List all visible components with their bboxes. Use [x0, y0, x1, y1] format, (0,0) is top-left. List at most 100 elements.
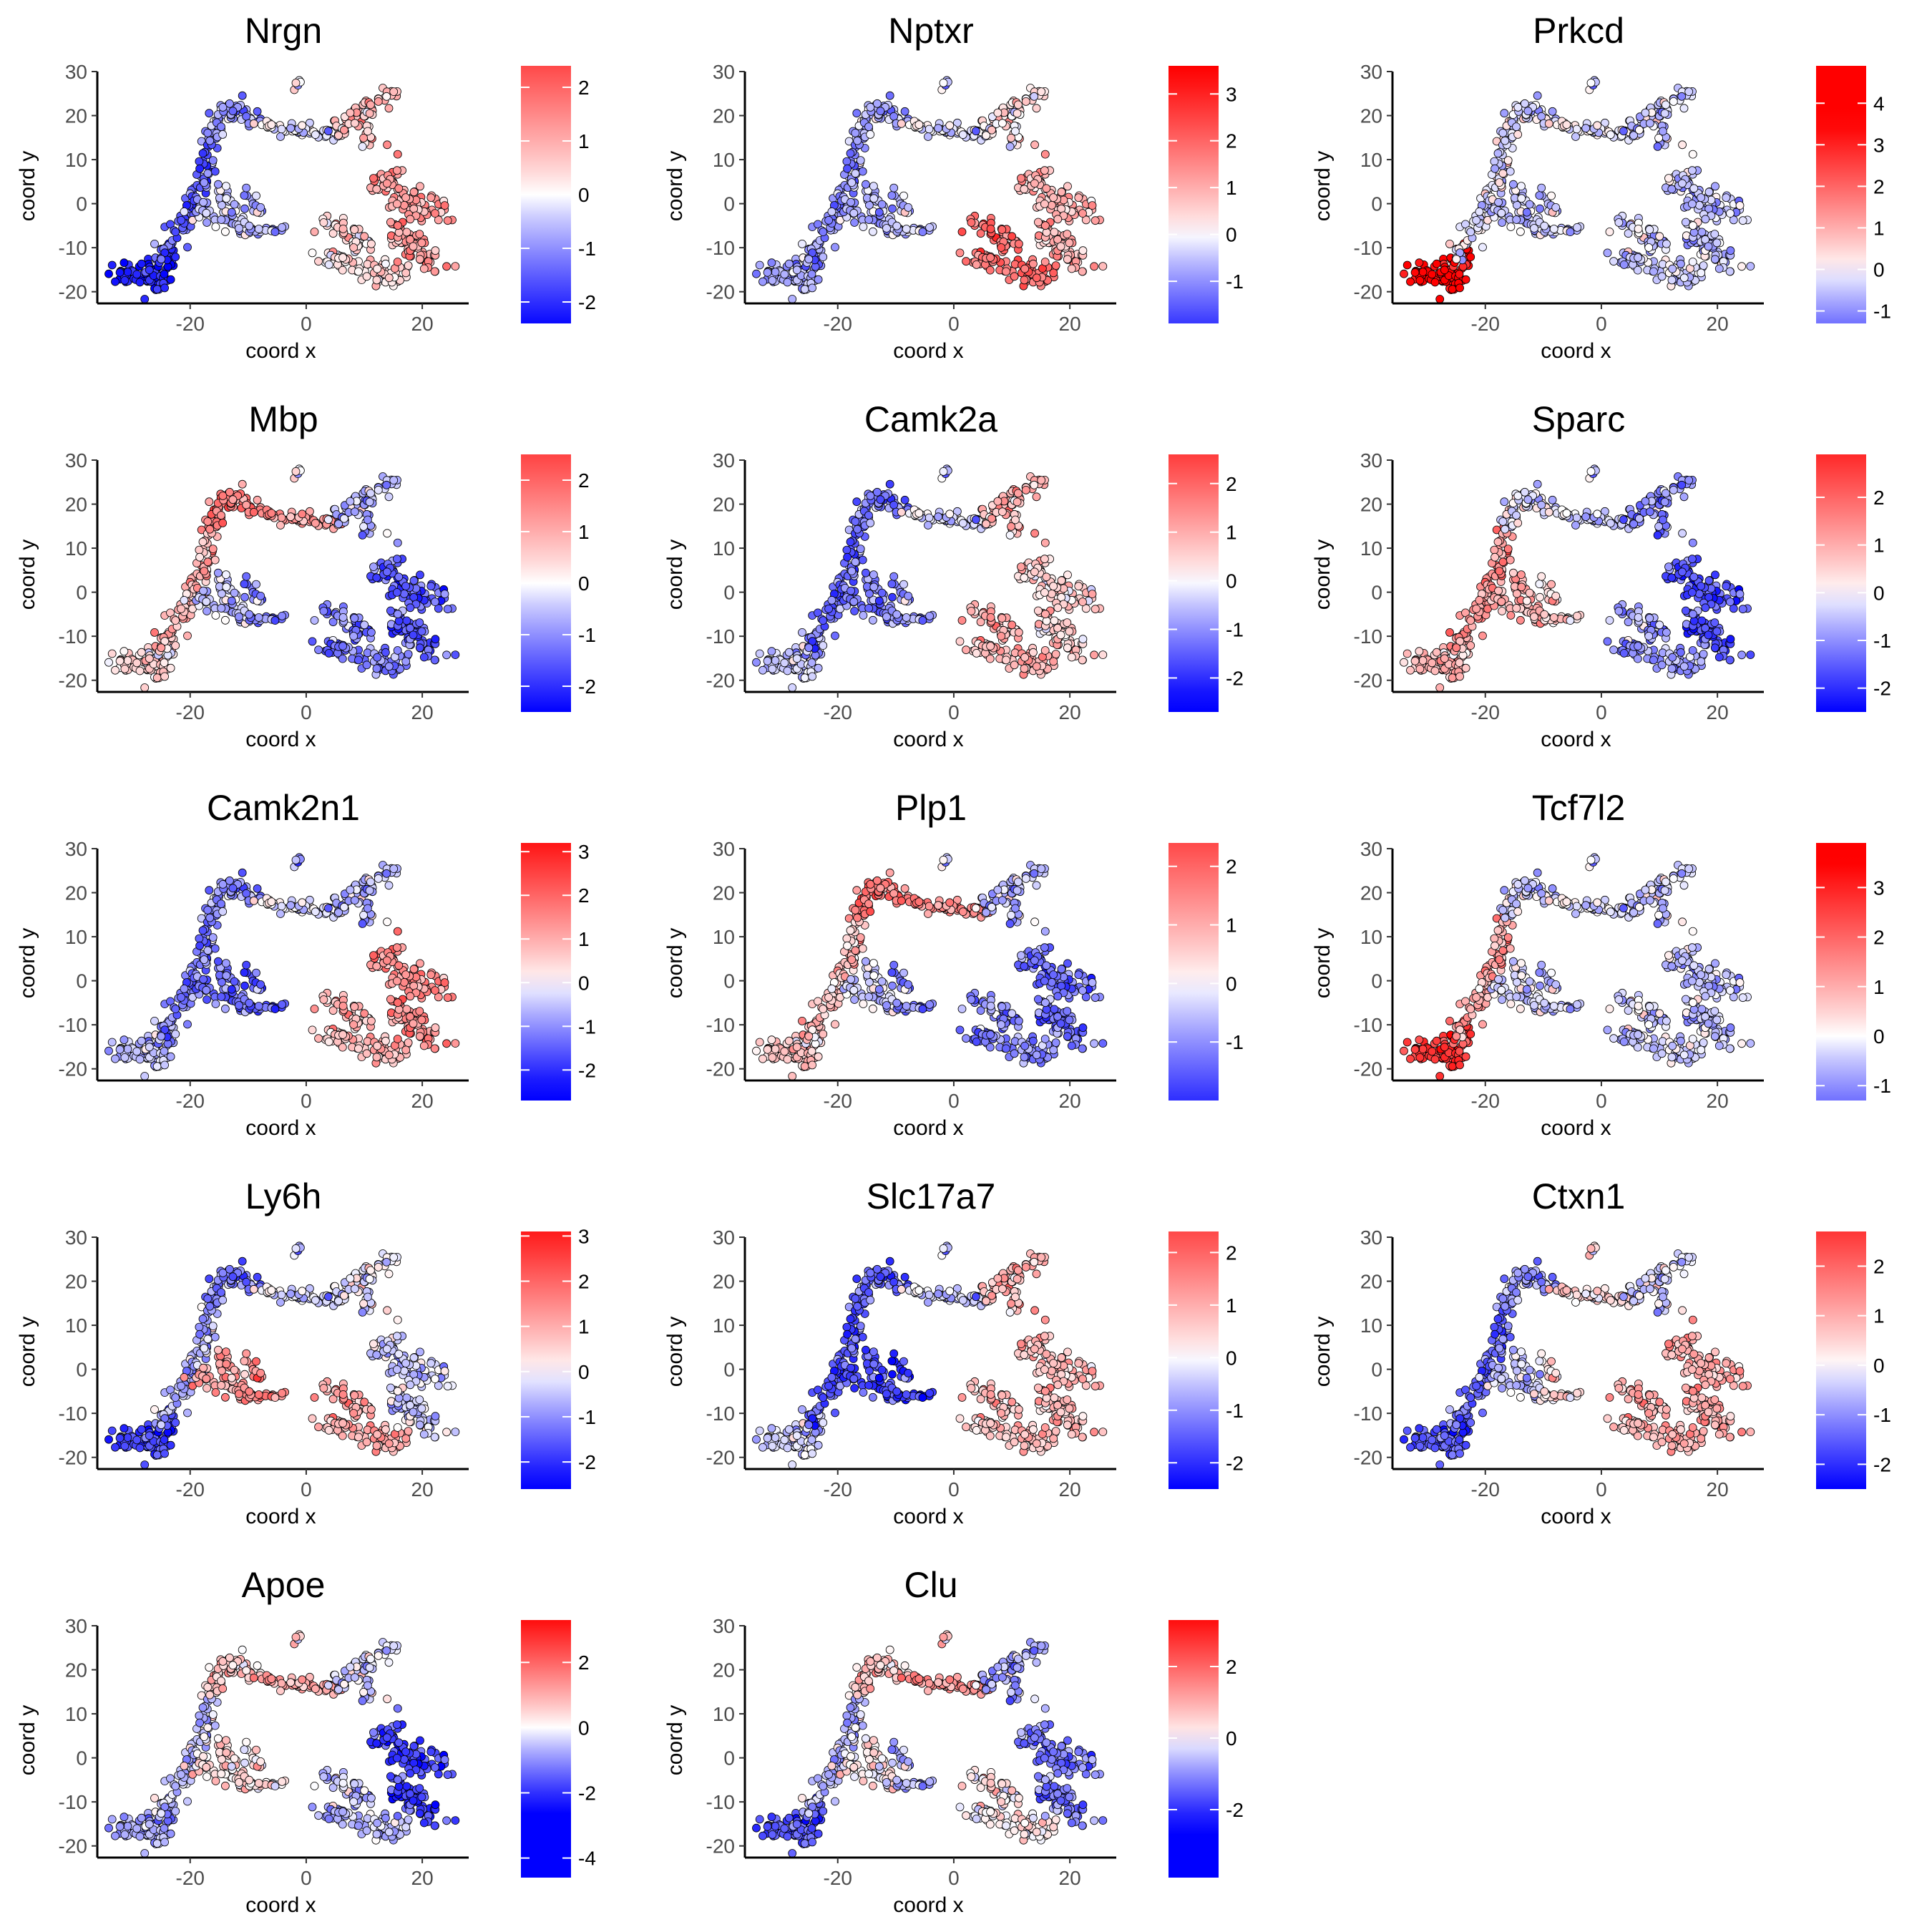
- colorbar-tick-label: -2: [1226, 667, 1244, 689]
- y-axis-label: coord y: [663, 151, 687, 221]
- x-tick-label: -20: [824, 313, 852, 335]
- data-point: [311, 519, 320, 528]
- data-point: [217, 511, 225, 519]
- data-point: [208, 156, 218, 165]
- data-point: [350, 225, 359, 234]
- data-point: [1472, 215, 1481, 225]
- data-point: [1475, 596, 1484, 605]
- data-point: [267, 120, 276, 130]
- data-point: [1402, 649, 1412, 658]
- data-point: [1726, 209, 1735, 218]
- data-point: [1091, 216, 1100, 225]
- y-tick-label: 10: [1360, 149, 1382, 171]
- data-point: [792, 265, 801, 275]
- x-tick-label: 20: [411, 701, 434, 723]
- data-point: [945, 121, 955, 130]
- data-point: [409, 242, 418, 251]
- x-tick-label: 0: [1596, 313, 1607, 335]
- y-axis-label: coord y: [1311, 540, 1335, 610]
- data-point: [393, 150, 402, 159]
- data-point: [804, 643, 814, 653]
- data-point: [957, 228, 967, 236]
- data-point: [1634, 642, 1643, 650]
- data-point: [350, 614, 359, 623]
- data-point: [1014, 100, 1023, 109]
- data-point: [1512, 604, 1521, 613]
- data-point: [1681, 218, 1690, 227]
- y-tick-label: 0: [1371, 193, 1382, 215]
- data-point: [1037, 87, 1046, 97]
- data-point: [934, 512, 943, 522]
- data-point: [1641, 108, 1650, 117]
- y-tick-label: 20: [1360, 105, 1382, 127]
- data-point: [755, 649, 764, 658]
- data-point: [784, 259, 794, 268]
- data-point: [1461, 275, 1470, 284]
- data-point: [986, 253, 995, 262]
- data-point: [383, 140, 391, 150]
- data-point: [1008, 232, 1017, 241]
- data-point: [780, 658, 789, 668]
- data-point: [846, 149, 855, 158]
- data-point: [856, 156, 865, 165]
- data-point: [340, 514, 348, 523]
- data-point: [1549, 225, 1558, 233]
- data-point: [864, 215, 874, 224]
- data-point: [225, 487, 234, 497]
- data-point: [1609, 257, 1619, 266]
- data-point: [1078, 267, 1087, 276]
- data-point: [1493, 149, 1503, 158]
- data-point: [166, 275, 175, 284]
- data-point: [1605, 228, 1614, 236]
- data-point: [1088, 590, 1097, 598]
- data-point: [902, 225, 911, 233]
- data-point: [137, 648, 146, 657]
- data-point: [111, 665, 119, 675]
- data-point: [792, 654, 801, 663]
- data-point: [865, 200, 874, 210]
- data-point: [416, 182, 424, 191]
- panel-title: Mbp: [248, 399, 318, 439]
- data-point: [177, 215, 186, 225]
- y-axis-label: coord y: [16, 540, 39, 610]
- data-point: [819, 641, 828, 650]
- data-point: [451, 650, 460, 659]
- data-point: [1572, 513, 1581, 522]
- data-point: [1668, 264, 1677, 273]
- x-tick-label: -20: [1471, 313, 1500, 335]
- data-point: [807, 658, 816, 667]
- data-point: [442, 650, 451, 660]
- data-point: [962, 645, 970, 655]
- y-tick-label: 20: [1360, 494, 1382, 516]
- data-point: [1508, 568, 1518, 577]
- data-point: [1645, 225, 1654, 234]
- data-point: [417, 627, 426, 636]
- data-point: [1572, 125, 1581, 134]
- data-point: [1008, 620, 1017, 630]
- data-point: [897, 119, 906, 128]
- data-point: [365, 497, 374, 507]
- colorbar: [1816, 66, 1866, 323]
- data-point: [119, 647, 129, 656]
- data-point: [1466, 616, 1475, 625]
- data-point: [1520, 99, 1529, 108]
- data-point: [221, 570, 230, 579]
- data-point: [1020, 275, 1029, 285]
- data-point: [386, 218, 395, 227]
- y-tick-label: 10: [713, 537, 735, 560]
- data-point: [1065, 627, 1074, 636]
- x-tick-label: -20: [1471, 701, 1500, 723]
- data-point: [180, 596, 189, 605]
- data-point: [914, 120, 924, 130]
- data-point: [1440, 654, 1449, 663]
- data-point: [319, 218, 328, 227]
- data-point: [1689, 616, 1699, 625]
- data-point: [1512, 200, 1521, 210]
- data-point: [1497, 597, 1506, 606]
- data-point: [1021, 97, 1030, 106]
- data-point: [771, 656, 780, 665]
- data-point: [1619, 127, 1628, 136]
- data-point: [1040, 200, 1049, 208]
- data-point: [1699, 261, 1708, 270]
